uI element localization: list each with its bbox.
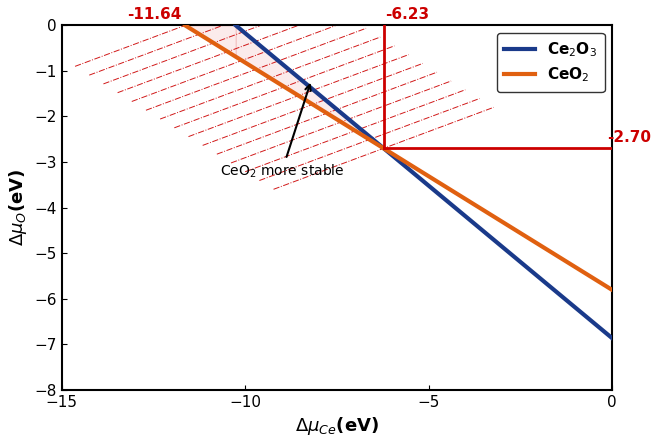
Text: -2.70: -2.70 [607,130,651,145]
Text: CeO$_2$ more stable: CeO$_2$ more stable [220,85,344,180]
Legend: Ce$_2$O$_3$, CeO$_2$: Ce$_2$O$_3$, CeO$_2$ [497,33,605,92]
Text: -11.64: -11.64 [127,7,182,22]
CeO$_2$ [181,23,189,28]
CeO$_2$ [608,287,616,293]
Y-axis label: $\Delta\mu_O$(eV): $\Delta\mu_O$(eV) [7,169,29,246]
X-axis label: $\Delta\mu_{Ce}$(eV): $\Delta\mu_{Ce}$(eV) [295,415,379,437]
Text: -6.23: -6.23 [386,7,430,22]
Line: CeO$_2$: CeO$_2$ [185,25,612,290]
